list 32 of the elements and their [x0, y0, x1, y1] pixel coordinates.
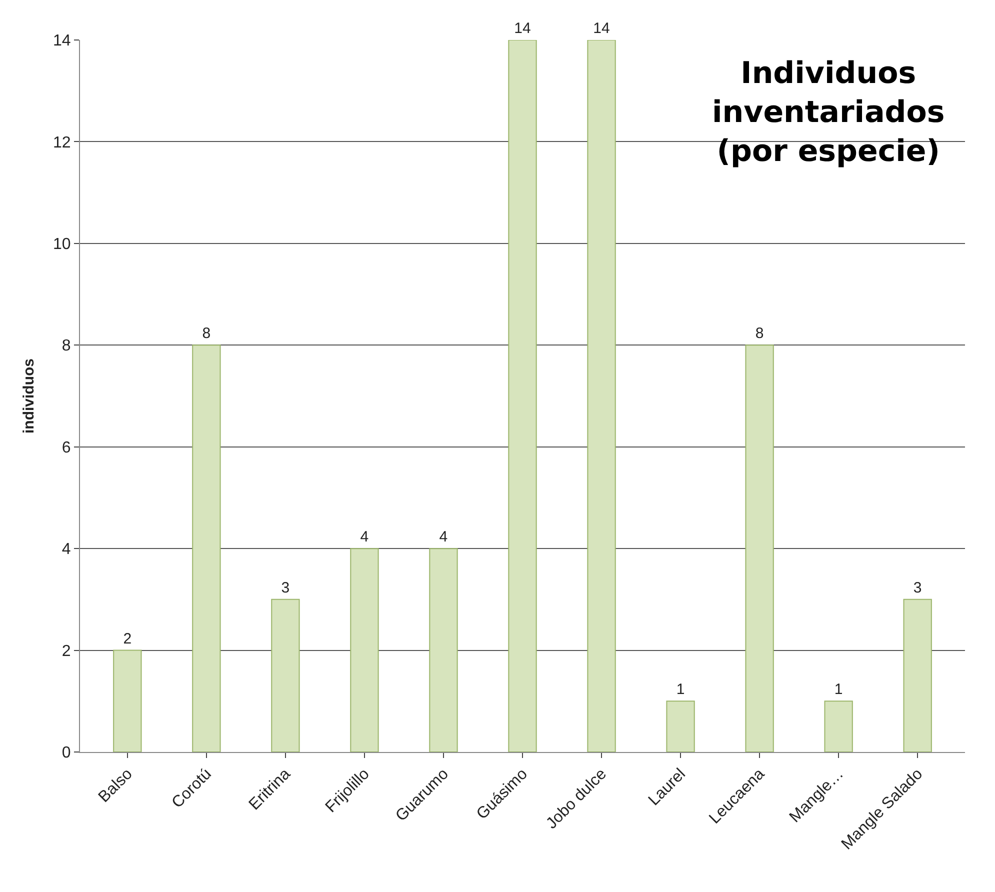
y-axis-title: individuos	[20, 358, 38, 434]
data-label: 14	[593, 20, 610, 37]
bar	[745, 344, 774, 752]
data-label: 4	[439, 528, 448, 546]
data-label: 1	[676, 681, 685, 698]
bar	[192, 344, 221, 752]
data-label: 3	[913, 579, 922, 596]
y-tick-label: 2	[62, 642, 71, 660]
data-label: 2	[123, 630, 132, 648]
data-label: 8	[202, 325, 211, 342]
data-label: 3	[281, 579, 290, 596]
bar	[903, 598, 932, 752]
bar	[824, 700, 853, 752]
bar	[113, 650, 142, 752]
y-tick-label: 14	[53, 32, 71, 50]
data-label: 14	[514, 20, 531, 37]
y-tick-label: 10	[53, 236, 71, 254]
y-tick-label: 0	[62, 744, 71, 762]
data-label: 8	[755, 325, 764, 342]
bar	[508, 40, 537, 752]
y-tick-label: 12	[53, 134, 71, 152]
y-tick-label: 4	[62, 541, 71, 558]
bar	[666, 700, 695, 752]
bar	[350, 548, 379, 752]
bar	[587, 40, 616, 752]
y-tick-label: 8	[62, 338, 71, 355]
bar	[429, 548, 458, 752]
y-tick-label: 6	[62, 439, 71, 456]
text: Individuos inventariados (por especie)	[712, 56, 945, 169]
data-label: 1	[834, 681, 843, 698]
data-label: 4	[360, 528, 369, 546]
bar	[271, 598, 300, 752]
